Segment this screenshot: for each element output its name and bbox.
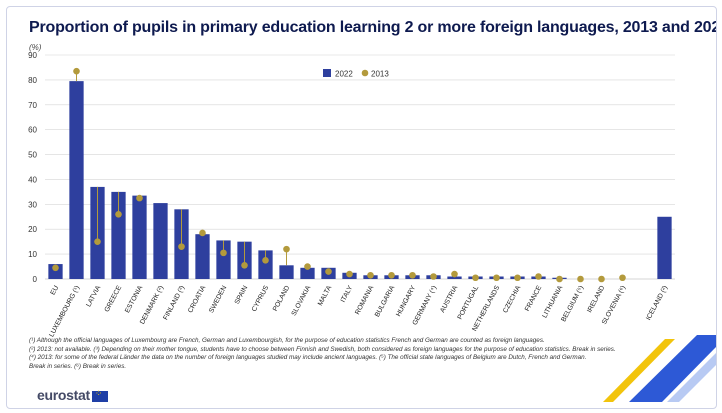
bar-2022 — [300, 267, 315, 279]
chart-card: Proportion of pupils in primary educatio… — [6, 6, 717, 409]
dot-2013 — [199, 229, 206, 237]
bar-2022 — [195, 234, 210, 279]
y-tick-label: 0 — [33, 275, 38, 284]
dot-2013 — [493, 274, 500, 282]
dot-2013 — [430, 273, 437, 280]
y-unit-label: (%) — [29, 43, 42, 52]
bar-2022 — [447, 276, 462, 279]
bar-2022 — [111, 191, 126, 279]
dot-2013 — [94, 238, 101, 245]
footnote-1: (¹) Although the official languages of L… — [29, 337, 545, 344]
footnote-4: Break in series. (⁶) Break in series. — [29, 362, 127, 370]
y-tick-label: 50 — [28, 151, 37, 160]
footnote-2: (²) 2013: not available. (³) Depending o… — [29, 345, 616, 353]
dot-2013 — [136, 194, 143, 202]
dot-2013 — [556, 275, 563, 283]
y-tick-label: 60 — [28, 126, 37, 135]
dot-2013 — [367, 271, 374, 279]
dot-2013 — [409, 271, 416, 279]
dot-2013 — [598, 275, 605, 283]
dot-2013 — [52, 264, 59, 272]
legend-label-2022: 2022 — [335, 70, 353, 79]
footnotes: (¹) Although the official languages of L… — [29, 337, 649, 371]
y-tick-label: 30 — [28, 200, 37, 209]
legend-swatch-2013 — [361, 69, 369, 77]
y-tick-label: 20 — [28, 225, 37, 234]
dot-2013 — [325, 268, 332, 275]
dot-2013 — [178, 243, 185, 250]
dot-2013 — [115, 210, 122, 218]
y-tick-label: 90 — [28, 51, 37, 60]
y-tick-label: 80 — [28, 76, 37, 85]
dot-2013 — [346, 270, 353, 278]
eurostat-logo[interactable]: eurostat — [37, 387, 108, 403]
dot-2013 — [304, 263, 311, 270]
bar-2022 — [132, 195, 147, 279]
footnote-3: (⁴) 2013: for some of the federal Länder… — [29, 354, 587, 362]
dot-2013 — [220, 249, 227, 257]
bar-2022 — [216, 240, 231, 279]
chart-title: Proportion of pupils in primary educatio… — [29, 19, 717, 36]
bar-2022 — [258, 250, 273, 279]
dot-2013 — [388, 271, 395, 279]
y-tick-label: 10 — [28, 250, 37, 259]
x-tick-label: EU — [50, 285, 61, 297]
logo-text: eurostat — [37, 387, 90, 403]
dot-2013 — [619, 274, 626, 282]
y-tick-label: 40 — [28, 175, 37, 184]
legend-swatch-2022 — [323, 69, 331, 77]
dot-2013 — [472, 274, 479, 282]
bar-2022 — [279, 265, 294, 279]
bar-2022 — [657, 216, 672, 279]
bar-2022 — [48, 264, 63, 279]
dot-2013 — [577, 275, 584, 283]
y-tick-label: 70 — [28, 101, 37, 110]
bar-2022 — [69, 81, 84, 279]
dot-2013 — [283, 245, 290, 253]
dot-2013 — [535, 273, 542, 280]
dot-2013 — [241, 262, 248, 269]
legend-label-2013: 2013 — [371, 70, 389, 79]
corner-decoration — [603, 335, 716, 402]
dot-2013 — [451, 270, 458, 278]
dot-2013 — [262, 257, 269, 264]
dot-2013 — [514, 274, 521, 282]
bar-2022 — [153, 203, 168, 279]
eu-flag-icon — [91, 388, 108, 402]
dot-2013 — [73, 67, 80, 75]
